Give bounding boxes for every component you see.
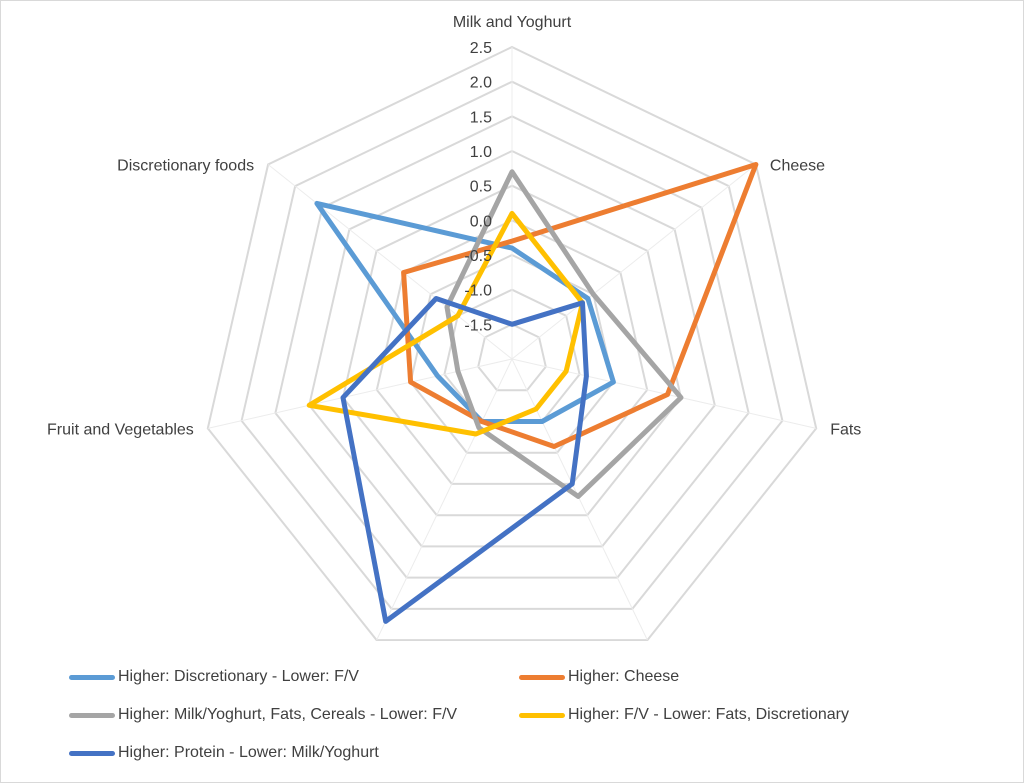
grid-ring: [477, 323, 547, 392]
radar-tick-labels: -1.5 -1.0 -0.5 0.0 0.5 1.0 1.5 2.0 2.5: [464, 40, 492, 334]
grid-ring: [274, 115, 750, 579]
series-line-5: [340, 296, 589, 624]
legend-item: Higher: Discretionary - Lower: F/V: [69, 664, 359, 690]
tick-label: 2.0: [470, 75, 492, 92]
legend-label: Higher: Cheese: [568, 668, 680, 685]
series-line-4: [306, 210, 585, 437]
tick-label: 1.5: [470, 109, 492, 126]
legend-swatch: [519, 712, 565, 718]
legend-label: Higher: Milk/Yoghurt, Fats, Cereals - Lo…: [118, 706, 458, 723]
radar-grid: [206, 45, 818, 641]
radar-series: [306, 162, 759, 624]
tick-label: 1.0: [470, 144, 492, 161]
legend-swatch: [69, 712, 115, 718]
legend-swatch: [69, 750, 115, 756]
tick-label: -0.5: [464, 248, 492, 265]
tick-label: 2.5: [470, 40, 492, 57]
axis-label: Fats: [830, 421, 861, 438]
series-line-2: [401, 162, 759, 449]
radar-spokes: [207, 47, 817, 641]
radar-spoke: [267, 164, 513, 360]
tick-label: -1.5: [464, 317, 492, 334]
legend-swatch: [519, 674, 565, 680]
legend-label: Higher: Discretionary - Lower: F/V: [118, 668, 359, 685]
grid-ring: [206, 45, 818, 641]
axis-label: Fruit and Vegetables: [47, 421, 194, 438]
grid-ring: [341, 184, 683, 517]
radar-spoke: [511, 164, 757, 360]
radar-chart: -1.5 -1.0 -0.5 0.0 0.5 1.0 1.5 2.0 2.5 Milk and …: [47, 14, 861, 641]
grid-ring: [375, 219, 649, 485]
legend-item: Higher: Milk/Yoghurt, Fats, Cereals - Lo…: [69, 702, 457, 728]
radar-axis-labels: Milk and YoghurtCheeseFatsCerealsProtein…: [47, 14, 861, 438]
legend-item: Higher: Cheese: [519, 664, 679, 690]
axis-label: Milk and Yoghurt: [453, 14, 572, 31]
radar-spoke: [511, 358, 648, 641]
legend-label: Higher: F/V - Lower: Fats, Discretionary: [568, 706, 849, 723]
series-line-3: [444, 169, 684, 499]
radar-spoke: [207, 358, 513, 429]
axis-label: Discretionary foods: [117, 158, 254, 175]
grid-ring: [308, 149, 716, 548]
legend-item: Higher: F/V - Lower: Fats, Discretionary: [519, 702, 849, 728]
grid-ring: [240, 80, 784, 610]
legend-swatch: [69, 674, 115, 680]
tick-label: 0.5: [470, 179, 492, 196]
radar-spoke: [376, 358, 513, 641]
axis-label: Cheese: [770, 158, 825, 175]
tick-label: -1.0: [464, 283, 492, 300]
legend-item: Higher: Protein - Lower: Milk/Yoghurt: [69, 740, 379, 766]
tick-label: 0.0: [470, 213, 492, 230]
legend-label: Higher: Protein - Lower: Milk/Yoghurt: [118, 744, 379, 761]
